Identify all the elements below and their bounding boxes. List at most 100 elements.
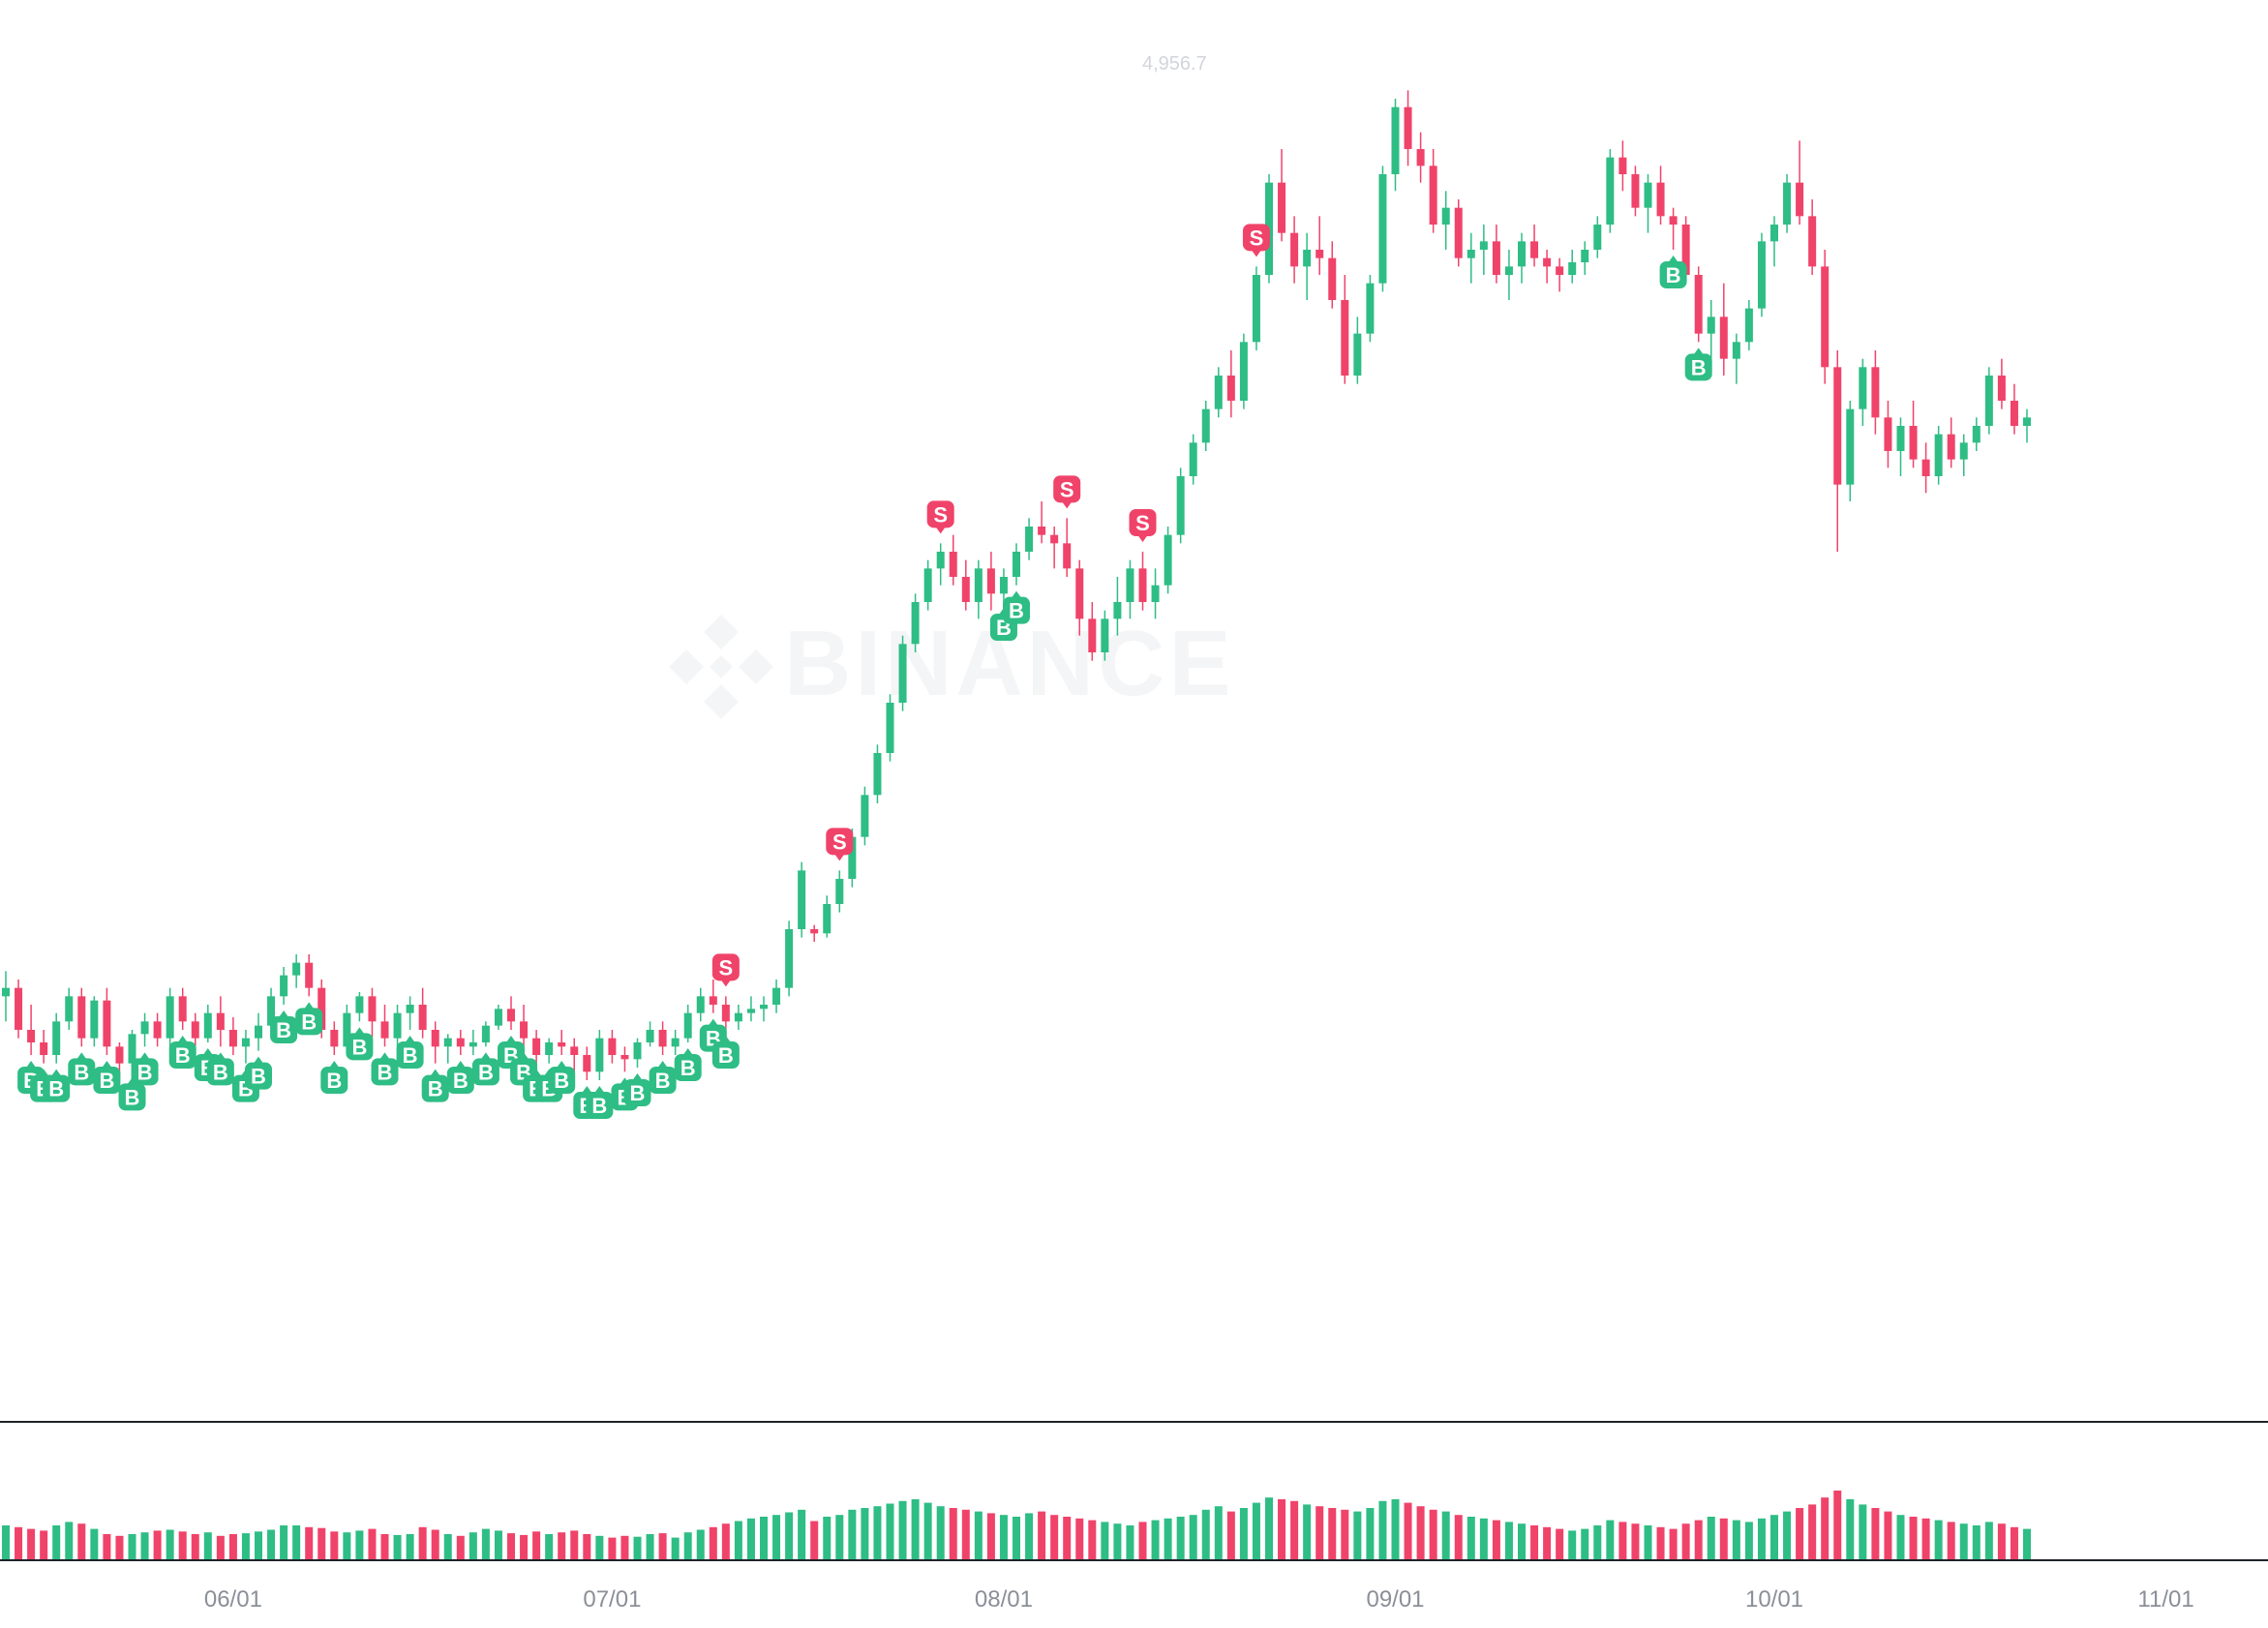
volume-bar	[545, 1534, 554, 1560]
candle-body	[1278, 182, 1286, 233]
volume-bar	[1366, 1508, 1375, 1560]
candle-body	[1543, 257, 1552, 267]
sell-marker: S	[1242, 224, 1270, 257]
candle-body	[1126, 568, 1134, 602]
volume-bar	[1833, 1491, 1842, 1560]
candle-body	[40, 1042, 48, 1055]
candle-body	[1113, 602, 1122, 619]
candle-body	[494, 1009, 502, 1026]
candle-body	[368, 996, 377, 1022]
volume-bar	[2, 1525, 10, 1560]
candle	[280, 967, 288, 1005]
candle-body	[1656, 182, 1665, 217]
volume-bar	[949, 1508, 957, 1560]
candle	[355, 992, 364, 1022]
marker-pointer	[430, 1069, 440, 1076]
buy-marker: B	[245, 1056, 272, 1090]
candle	[456, 1030, 465, 1055]
candle-body	[128, 1034, 136, 1064]
volume-bar	[936, 1506, 945, 1560]
candle-body	[1618, 157, 1627, 174]
marker-label: S	[1250, 226, 1264, 250]
volume-bar	[318, 1527, 326, 1560]
candle	[431, 1021, 439, 1064]
candle-body	[1593, 225, 1602, 250]
marker-label: B	[378, 1060, 393, 1084]
volume-bar	[2023, 1528, 2031, 1560]
candle	[532, 1030, 541, 1064]
candle	[709, 980, 717, 1013]
candle	[1543, 250, 1552, 284]
marker-pointer	[1668, 256, 1678, 262]
volume-bar	[1265, 1497, 1273, 1560]
watermark: BINANCE	[669, 612, 1230, 719]
candle	[1504, 250, 1513, 300]
x-tick-label: 10/01	[1745, 1586, 1803, 1613]
candle-body	[1378, 174, 1387, 284]
buy-marker: B	[623, 1073, 651, 1106]
marker-label: S	[1135, 511, 1150, 535]
marker-label: B	[351, 1035, 367, 1059]
volume-bar	[1113, 1523, 1122, 1560]
candle-body	[203, 1012, 212, 1039]
volume-layer	[2, 1491, 2031, 1560]
marker-badge	[649, 1067, 677, 1094]
candle	[1239, 333, 1248, 409]
volume-bar	[999, 1515, 1008, 1560]
marker-pointer	[455, 1061, 466, 1068]
volume-bar	[1669, 1528, 1678, 1560]
volume-bar	[823, 1517, 832, 1560]
volume-bar	[1656, 1526, 1665, 1560]
marker-pointer	[26, 1061, 37, 1068]
volume-bar	[1896, 1515, 1905, 1560]
marker-pointer	[139, 1052, 150, 1060]
volume-bar	[178, 1531, 187, 1560]
candle	[810, 924, 819, 942]
candle	[40, 1030, 48, 1064]
candle	[406, 996, 414, 1030]
sell-marker: S	[1129, 509, 1157, 542]
candle-body	[1530, 241, 1539, 258]
volume-bar	[1176, 1517, 1185, 1560]
volume-bar	[1050, 1515, 1059, 1560]
marker-pointer	[1693, 347, 1704, 355]
volume-bar	[1984, 1522, 1993, 1560]
marker-badge	[118, 1083, 146, 1111]
candle	[798, 861, 806, 938]
candle	[2023, 408, 2031, 443]
volume-bar	[923, 1502, 932, 1560]
candle-body	[65, 996, 74, 1022]
candle-body	[620, 1055, 629, 1060]
candle	[595, 1030, 604, 1080]
candle-body	[1681, 225, 1690, 275]
marker-badge	[446, 1067, 474, 1094]
marker-label: B	[175, 1043, 191, 1068]
candle-body	[936, 552, 945, 569]
candle	[1833, 350, 1842, 552]
volume-bar	[1341, 1509, 1349, 1560]
candle-body	[1821, 266, 1830, 368]
candle	[1303, 232, 1312, 300]
candle-body	[772, 987, 781, 1005]
candle	[1719, 283, 1728, 376]
candle	[1328, 241, 1337, 309]
candle-body	[1732, 342, 1740, 359]
candle-body	[1707, 317, 1715, 334]
marker-badge	[623, 1079, 651, 1106]
volume-bar	[1378, 1500, 1387, 1560]
candle	[646, 1021, 654, 1047]
candle	[633, 1038, 642, 1068]
marker-label: B	[213, 1060, 228, 1084]
candle-body	[241, 1038, 250, 1047]
volume-bar	[558, 1532, 566, 1560]
candle	[558, 1030, 566, 1055]
candle-body	[721, 1005, 730, 1022]
marker-pointer	[935, 527, 946, 534]
marker-label: B	[655, 1069, 671, 1093]
candle-body	[140, 1021, 149, 1035]
candle-body	[1138, 568, 1147, 602]
candle-body	[1013, 552, 1020, 577]
candle	[1972, 417, 1981, 451]
candle	[1151, 568, 1160, 619]
candle-body	[1404, 106, 1412, 149]
